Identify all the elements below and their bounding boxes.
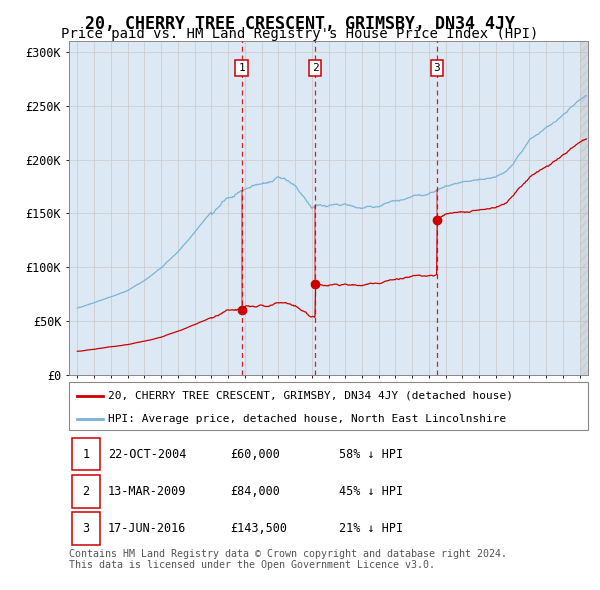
Text: HPI: Average price, detached house, North East Lincolnshire: HPI: Average price, detached house, Nort…	[108, 414, 506, 424]
Text: 20, CHERRY TREE CRESCENT, GRIMSBY, DN34 4JY (detached house): 20, CHERRY TREE CRESCENT, GRIMSBY, DN34 …	[108, 391, 513, 401]
Text: 45% ↓ HPI: 45% ↓ HPI	[339, 484, 403, 498]
FancyBboxPatch shape	[71, 475, 100, 507]
Text: 20, CHERRY TREE CRESCENT, GRIMSBY, DN34 4JY: 20, CHERRY TREE CRESCENT, GRIMSBY, DN34 …	[85, 15, 515, 34]
Text: Contains HM Land Registry data © Crown copyright and database right 2024.
This d: Contains HM Land Registry data © Crown c…	[69, 549, 507, 571]
Text: 17-JUN-2016: 17-JUN-2016	[108, 522, 187, 535]
Text: 21% ↓ HPI: 21% ↓ HPI	[339, 522, 403, 535]
Text: 13-MAR-2009: 13-MAR-2009	[108, 484, 187, 498]
FancyBboxPatch shape	[71, 512, 100, 545]
Text: 22-OCT-2004: 22-OCT-2004	[108, 448, 187, 461]
Text: 2: 2	[312, 63, 319, 73]
Text: 2: 2	[82, 484, 89, 498]
FancyBboxPatch shape	[71, 438, 100, 470]
Text: £84,000: £84,000	[230, 484, 280, 498]
Bar	[580, 41, 588, 375]
Text: £60,000: £60,000	[230, 448, 280, 461]
Text: 1: 1	[82, 448, 89, 461]
Text: £143,500: £143,500	[230, 522, 287, 535]
Text: 1: 1	[238, 63, 245, 73]
Text: 58% ↓ HPI: 58% ↓ HPI	[339, 448, 403, 461]
Text: 3: 3	[82, 522, 89, 535]
FancyBboxPatch shape	[69, 382, 588, 430]
Text: 3: 3	[433, 63, 440, 73]
Text: Price paid vs. HM Land Registry's House Price Index (HPI): Price paid vs. HM Land Registry's House …	[61, 27, 539, 41]
